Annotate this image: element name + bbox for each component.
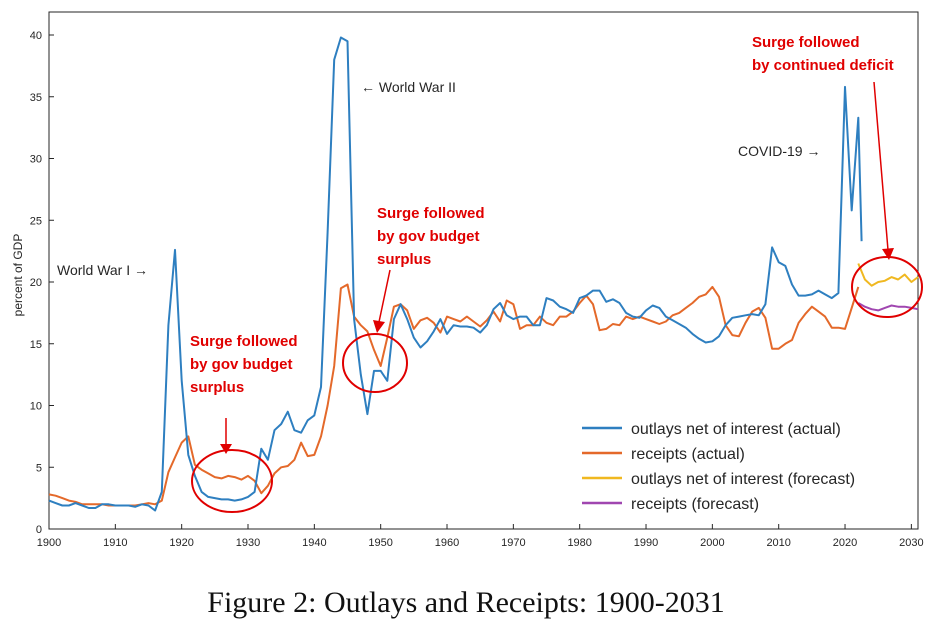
x-axis: 1900 1910 1920 1930 1940 1950 1960 1970 1980 1990… bbox=[37, 524, 924, 549]
series-line-receipts-actual bbox=[48, 283, 860, 507]
annotation-surge-2020s-line2: by continued deficit bbox=[752, 57, 894, 74]
annotation-surge-1940s-line2: by gov budget bbox=[377, 228, 480, 245]
x-tick-label: 1980 bbox=[567, 537, 591, 549]
x-tick-label: 2010 bbox=[766, 537, 790, 549]
annotation-world-war-1: World War I → bbox=[57, 262, 148, 278]
x-tick-label: 1940 bbox=[302, 537, 326, 549]
circle-1940s bbox=[342, 333, 408, 393]
series-line-outlays-forecast bbox=[857, 263, 919, 287]
x-tick-label: 1970 bbox=[501, 537, 525, 549]
x-tick-label: 1950 bbox=[368, 537, 392, 549]
figure-caption: Figure 2: Outlays and Receipts: 1900-203… bbox=[207, 586, 724, 619]
annotation-covid-19: COVID-19 → bbox=[738, 143, 820, 159]
x-tick-label: 1910 bbox=[103, 537, 127, 549]
annotation-surge-1940s-line1: Surge followed bbox=[377, 205, 485, 222]
y-axis: 0 5 10 15 20 25 30 35 40 bbox=[30, 30, 54, 536]
circle-2020s bbox=[851, 256, 923, 318]
annotation-surge-1920s-line2: by gov budget bbox=[190, 356, 293, 373]
plot-frame bbox=[48, 11, 919, 530]
arrow-2020s-shaft bbox=[873, 81, 889, 251]
x-tick-label: 1960 bbox=[435, 537, 459, 549]
arrow-2020s-head bbox=[882, 248, 894, 260]
annotation-surge-1940s-line3: surplus bbox=[377, 251, 431, 268]
legend-label-receipts-forecast: receipts (forecast) bbox=[631, 496, 759, 513]
y-tick-label: 15 bbox=[30, 339, 42, 351]
x-tick-label: 2000 bbox=[700, 537, 724, 549]
y-tick-label: 25 bbox=[30, 215, 42, 227]
y-tick-label: 5 bbox=[36, 462, 42, 474]
legend: outlays net of interest (actual) receipt… bbox=[571, 409, 916, 524]
x-tick-label: 1930 bbox=[236, 537, 260, 549]
annotation-world-war-2: ← World War II bbox=[361, 79, 456, 95]
series-line-receipts-forecast bbox=[857, 302, 919, 312]
annotation-surge-2020s-line1: Surge followed bbox=[752, 34, 860, 51]
y-tick-label: 35 bbox=[30, 92, 42, 104]
annotation-surge-1920s-line1: Surge followed bbox=[190, 333, 298, 350]
legend-label-outlays-actual: outlays net of interest (actual) bbox=[631, 421, 841, 438]
arrow-1940s-shaft bbox=[378, 269, 391, 323]
x-tick-label: 2030 bbox=[899, 537, 923, 549]
series-group bbox=[48, 36, 919, 512]
x-tick-label: 1990 bbox=[634, 537, 658, 549]
arrow-1940s-head bbox=[373, 320, 385, 333]
series-line-outlays-actual bbox=[48, 36, 863, 512]
y-tick-label: 30 bbox=[30, 154, 42, 166]
legend-label-outlays-forecast: outlays net of interest (forecast) bbox=[631, 471, 855, 488]
y-tick-label: 10 bbox=[30, 401, 42, 413]
legend-label-receipts-actual: receipts (actual) bbox=[631, 446, 745, 463]
y-axis-label: percent of GDP bbox=[11, 234, 25, 317]
arrow-1920s-head bbox=[220, 444, 232, 454]
x-tick-label: 1900 bbox=[37, 537, 61, 549]
circle-1920s bbox=[191, 449, 273, 513]
x-tick-label: 2020 bbox=[833, 537, 857, 549]
y-tick-label: 20 bbox=[30, 277, 42, 289]
annotation-surge-1920s-line3: surplus bbox=[190, 379, 244, 396]
x-tick-label: 1920 bbox=[169, 537, 193, 549]
y-tick-label: 40 bbox=[30, 30, 42, 42]
y-tick-label: 0 bbox=[36, 524, 42, 536]
